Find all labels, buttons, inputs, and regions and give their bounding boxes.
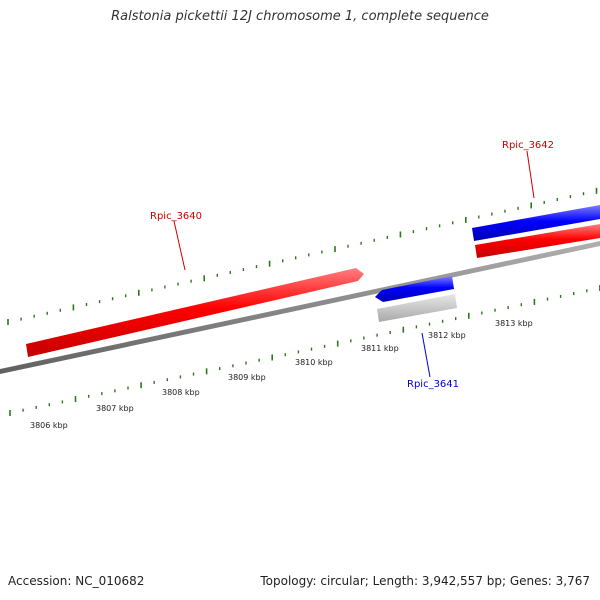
inner-tick-track bbox=[9, 285, 600, 416]
accession-text: Accession: NC_010682 bbox=[8, 574, 145, 588]
gene-Rpic_3642[interactable] bbox=[475, 224, 600, 258]
leader-line bbox=[421, 332, 431, 378]
outer-tick-track bbox=[7, 187, 598, 325]
ruler-label: 3808 kbp bbox=[162, 388, 200, 397]
ruler-label: 3809 kbp bbox=[228, 373, 266, 382]
leader-line bbox=[526, 150, 535, 199]
map-title: Ralstonia pickettii 12J chromosome 1, co… bbox=[111, 9, 489, 24]
ruler-label: 3812 kbp bbox=[428, 331, 466, 340]
gene-Rpic_3641[interactable] bbox=[375, 276, 454, 302]
ruler-label: 3806 kbp bbox=[30, 421, 68, 430]
gene-Rpic_3642-reverse-bar[interactable] bbox=[472, 205, 600, 241]
gene-Rpic_3640[interactable] bbox=[26, 268, 364, 357]
ruler-label: 3811 kbp bbox=[361, 344, 399, 353]
gene-label-Rpic_3641[interactable]: Rpic_3641 bbox=[407, 379, 459, 390]
leader-line bbox=[173, 220, 186, 271]
ruler-label: 3813 kbp bbox=[495, 319, 533, 328]
genome-summary: Topology: circular; Length: 3,942,557 bp… bbox=[260, 574, 590, 588]
chromosome-backbone bbox=[0, 241, 600, 374]
ruler-label: 3810 kbp bbox=[295, 358, 333, 367]
ruler-label: 3807 kbp bbox=[96, 404, 134, 413]
gene-label-Rpic_3640[interactable]: Rpic_3640 bbox=[150, 211, 202, 222]
gene-label-Rpic_3642[interactable]: Rpic_3642 bbox=[502, 140, 554, 151]
gene-Rpic_3641-shadow bbox=[377, 294, 457, 322]
